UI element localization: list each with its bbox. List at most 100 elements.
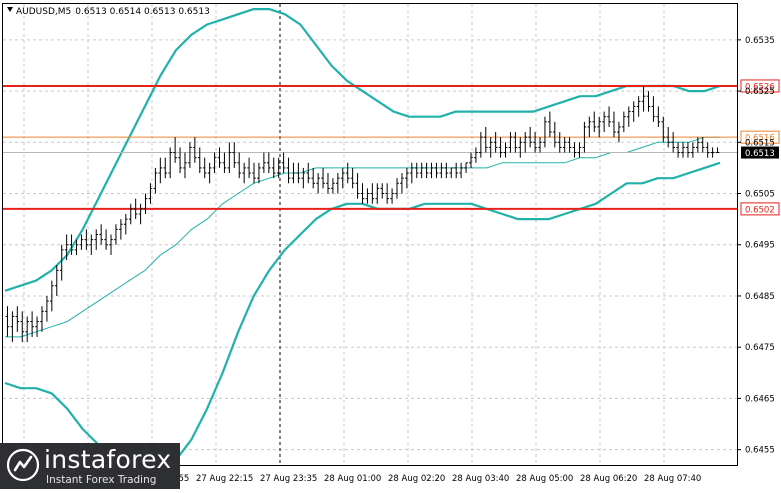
- candle: [133, 198, 138, 220]
- candle: [666, 126, 671, 148]
- candle: [612, 111, 616, 138]
- candle: [94, 229, 99, 250]
- candle: [696, 137, 700, 153]
- candle: [74, 239, 79, 255]
- candle: [64, 234, 69, 261]
- candle: [622, 111, 626, 133]
- price-levels: 0.6526 0.6516 0.6502 0.6513: [3, 79, 780, 216]
- price-level-tag: [740, 79, 780, 93]
- candle: [518, 137, 523, 158]
- candle: [444, 162, 449, 179]
- candle: [533, 132, 537, 153]
- candle: [316, 173, 320, 194]
- candle: [10, 311, 15, 343]
- candle: [331, 178, 335, 194]
- brand-tagline: Instant Forex Trading: [46, 474, 157, 486]
- chart-menu-triangle-icon[interactable]: [7, 7, 13, 12]
- y-tick-label: 0.6475: [745, 343, 775, 353]
- price-level-label: 0.6516: [745, 134, 775, 144]
- candle: [252, 162, 256, 184]
- candle: [188, 142, 192, 168]
- candle: [306, 162, 311, 184]
- x-tick-label: 27 Aug 23:35: [260, 474, 317, 484]
- candle: [671, 132, 675, 153]
- candle: [370, 183, 375, 204]
- price-level-label: 0.6502: [745, 205, 775, 215]
- price-level-label: 0.6526: [745, 82, 775, 92]
- candle: [479, 132, 483, 158]
- candle: [326, 173, 330, 194]
- candle: [419, 162, 424, 179]
- price-level-tag: [740, 202, 780, 216]
- candle: [168, 147, 172, 179]
- candle: [503, 142, 508, 158]
- candle: [124, 214, 128, 235]
- candle: [262, 152, 266, 174]
- candle: [385, 183, 389, 204]
- candle: [267, 152, 271, 174]
- y-tick-label: 0.6535: [745, 36, 775, 46]
- candle: [454, 162, 458, 179]
- x-tick-label: 28 Aug 07:40: [644, 474, 701, 484]
- candle: [163, 157, 168, 179]
- candle: [636, 96, 641, 117]
- axes: 0.6535 0.6525 0.6515 0.6505 0.6495 0.6485 0.64…: [4, 36, 775, 484]
- candle: [301, 167, 306, 189]
- y-tick-label: 0.6515: [745, 138, 775, 148]
- candle: [40, 306, 44, 332]
- candle: [390, 188, 394, 204]
- candle: [646, 91, 651, 112]
- candle: [227, 142, 232, 174]
- candle: [109, 234, 113, 255]
- candle: [508, 132, 513, 153]
- candle: [50, 280, 54, 312]
- candle: [197, 147, 202, 174]
- candle: [562, 137, 567, 153]
- candle: [582, 121, 587, 153]
- candle: [202, 157, 207, 179]
- x-tick-label: 28 Aug 06:20: [580, 474, 637, 484]
- candle: [483, 126, 488, 153]
- candle: [128, 203, 133, 225]
- x-tick-label: 28 Aug 02:20: [388, 474, 445, 484]
- candle: [340, 167, 345, 189]
- bollinger-upper-line: [4, 8, 721, 292]
- candle: [212, 152, 217, 174]
- candle: [257, 162, 261, 184]
- candle: [89, 234, 94, 255]
- candle: [395, 178, 399, 199]
- candle: [311, 167, 315, 189]
- y-tick-label: 0.6495: [745, 241, 775, 251]
- candle: [691, 142, 695, 158]
- price-level-tag: [740, 130, 780, 144]
- x-tick-label: 28 Aug 05:00: [516, 474, 573, 484]
- instaforex-emblem-icon: [6, 448, 40, 482]
- candle: [360, 183, 365, 204]
- candle: [15, 306, 20, 332]
- brand-name: instaforex: [44, 445, 172, 474]
- candle: [656, 106, 661, 127]
- candle: [626, 106, 631, 127]
- candle: [429, 162, 434, 179]
- candle: [345, 162, 350, 184]
- candle: [543, 116, 547, 148]
- candle: [35, 316, 39, 337]
- x-tick-label: 28 Aug 01:00: [324, 474, 381, 484]
- candle: [350, 167, 355, 189]
- y-tick-label: 0.6455: [745, 446, 775, 456]
- candle: [173, 137, 177, 163]
- candle: [488, 137, 493, 158]
- candle: [686, 142, 690, 158]
- candle: [119, 219, 123, 240]
- candle: [528, 126, 532, 148]
- candle: [557, 132, 562, 153]
- candle: [676, 142, 680, 158]
- candle: [617, 121, 621, 143]
- x-tick-label: 27 Aug 22:15: [196, 474, 253, 484]
- ohlc-values: 0.6513 0.6514 0.6513 0.6513: [75, 7, 210, 17]
- candle: [84, 229, 89, 250]
- candle: [281, 152, 286, 174]
- candle: [410, 162, 414, 184]
- candle: [592, 111, 597, 133]
